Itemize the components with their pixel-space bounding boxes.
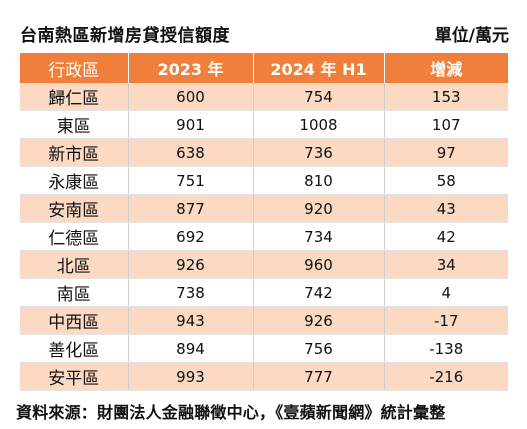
- cell-2023: 877: [128, 194, 254, 223]
- table-row: 安平區 993 777 -216: [20, 362, 508, 391]
- table-row: 南區 738 742 4: [20, 278, 508, 307]
- cell-2023: 600: [128, 83, 254, 111]
- cell-change: -17: [384, 306, 508, 335]
- cell-change: 58: [384, 166, 508, 195]
- cell-change: 42: [384, 222, 508, 251]
- cell-district: 南區: [20, 278, 129, 307]
- cell-2023: 894: [128, 334, 254, 363]
- cell-change: 43: [384, 194, 508, 223]
- cell-2024-h1: 742: [253, 278, 385, 307]
- cell-district: 東區: [20, 110, 129, 139]
- cell-change: 153: [384, 83, 508, 111]
- table-row: 北區 926 960 34: [20, 250, 508, 279]
- table-row: 歸仁區 600 754 153: [20, 83, 508, 111]
- column-header-district: 行政區: [20, 53, 129, 83]
- cell-district: 善化區: [20, 334, 129, 363]
- cell-2024-h1: 920: [253, 194, 385, 223]
- cell-district: 仁德區: [20, 222, 129, 251]
- cell-district: 安南區: [20, 194, 129, 223]
- cell-district: 新市區: [20, 138, 129, 167]
- cell-district: 中西區: [20, 306, 129, 335]
- cell-2023: 738: [128, 278, 254, 307]
- page-title: 台南熱區新增房貸授信額度: [20, 26, 230, 46]
- table-row: 中西區 943 926 -17: [20, 306, 508, 335]
- cell-change: 34: [384, 250, 508, 279]
- cell-2024-h1: 960: [253, 250, 385, 279]
- table-row: 善化區 894 756 -138: [20, 334, 508, 363]
- loan-table: 行政區 2023 年 2024 年 H1 增減 歸仁區 600 754 153 …: [20, 53, 508, 391]
- column-header-2023: 2023 年: [128, 53, 254, 83]
- table-row: 安南區 877 920 43: [20, 194, 508, 223]
- unit-label: 單位/萬元: [434, 26, 509, 46]
- cell-2023: 638: [128, 138, 254, 167]
- cell-change: -138: [384, 334, 508, 363]
- column-header-2024-h1: 2024 年 H1: [253, 53, 385, 83]
- table-caption: 台南熱區新增房貸授信額度 單位/萬元: [0, 0, 527, 52]
- table-row: 新市區 638 736 97: [20, 138, 508, 167]
- cell-2024-h1: 734: [253, 222, 385, 251]
- cell-district: 永康區: [20, 166, 129, 195]
- cell-change: 4: [384, 278, 508, 307]
- source-note: 資料來源：財團法人金融聯徵中心，《壹蘋新聞網》統計彙整: [16, 403, 446, 422]
- cell-2024-h1: 777: [253, 362, 385, 391]
- cell-2024-h1: 1008: [253, 110, 385, 139]
- cell-2023: 692: [128, 222, 254, 251]
- table-row: 東區 901 1008 107: [20, 110, 508, 139]
- cell-2024-h1: 736: [253, 138, 385, 167]
- table-row: 仁德區 692 734 42: [20, 222, 508, 251]
- cell-2023: 901: [128, 110, 254, 139]
- cell-2024-h1: 756: [253, 334, 385, 363]
- cell-change: 107: [384, 110, 508, 139]
- cell-2024-h1: 926: [253, 306, 385, 335]
- cell-2023: 993: [128, 362, 254, 391]
- cell-change: 97: [384, 138, 508, 167]
- cell-2024-h1: 810: [253, 166, 385, 195]
- cell-district: 歸仁區: [20, 83, 129, 111]
- cell-2024-h1: 754: [253, 83, 385, 111]
- cell-2023: 751: [128, 166, 254, 195]
- column-header-change: 增減: [384, 53, 508, 83]
- cell-district: 北區: [20, 250, 129, 279]
- cell-district: 安平區: [20, 362, 129, 391]
- cell-change: -216: [384, 362, 508, 391]
- table-row: 永康區 751 810 58: [20, 166, 508, 195]
- table-header-row: 行政區 2023 年 2024 年 H1 增減: [20, 53, 508, 83]
- cell-2023: 943: [128, 306, 254, 335]
- cell-2023: 926: [128, 250, 254, 279]
